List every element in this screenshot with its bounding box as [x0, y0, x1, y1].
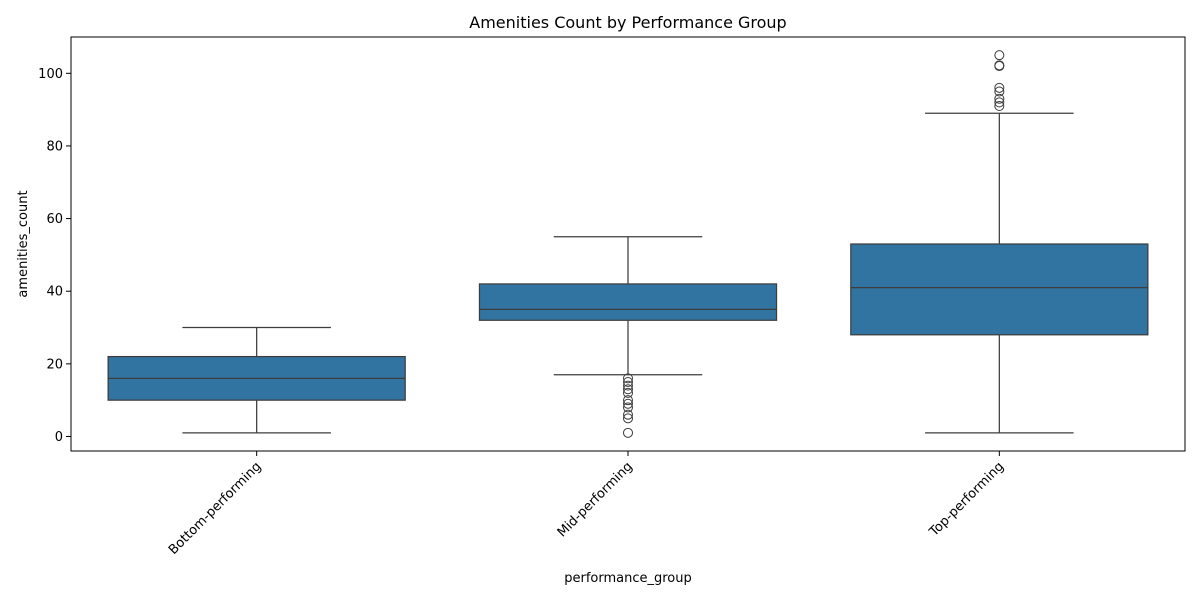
- outlier-point: [623, 398, 633, 409]
- outlier-point: [623, 373, 633, 384]
- y-axis: 0 20 40 60 80 100: [38, 67, 71, 445]
- outlier-point: [623, 384, 633, 395]
- x-tick-label: Bottom-performing: [166, 459, 265, 558]
- outlier-point: [623, 409, 633, 420]
- outlier-point: [994, 50, 1005, 61]
- outlier-point: [994, 60, 1005, 71]
- y-tick-label: 20: [46, 357, 63, 372]
- iqr-box: [478, 283, 778, 321]
- x-tick-label: Mid-performing: [555, 459, 636, 540]
- chart-title: Amenities Count by Performance Group: [469, 13, 786, 32]
- outlier-point: [623, 402, 633, 413]
- outlier-point: [994, 82, 1005, 93]
- outlier-point: [994, 93, 1005, 104]
- outlier-point: [623, 380, 633, 391]
- outlier-point: [623, 427, 633, 438]
- box-group: [850, 50, 1149, 434]
- outlier-point: [623, 387, 633, 398]
- outlier-point: [994, 97, 1005, 108]
- y-tick-label: 60: [46, 212, 63, 227]
- box-group: [107, 326, 406, 434]
- outlier-point: [623, 377, 633, 387]
- y-tick-label: 100: [38, 67, 63, 82]
- outlier-point: [994, 86, 1005, 97]
- y-tick-label: 40: [46, 285, 63, 300]
- x-tick-label: Top-performing: [926, 459, 1007, 540]
- y-axis-title: amenities_count: [16, 190, 31, 297]
- iqr-box: [850, 243, 1149, 336]
- plot-area: [107, 50, 1149, 438]
- box-group: [478, 236, 778, 438]
- outlier-point: [623, 413, 633, 424]
- y-tick-label: 80: [46, 139, 63, 154]
- y-tick-label: 0: [55, 430, 63, 445]
- outlier-point: [994, 101, 1005, 111]
- x-axis: Bottom-performing Mid-performing Top-perfo…: [166, 451, 1007, 558]
- outlier-point: [623, 395, 633, 406]
- x-axis-title: performance_group: [564, 571, 692, 586]
